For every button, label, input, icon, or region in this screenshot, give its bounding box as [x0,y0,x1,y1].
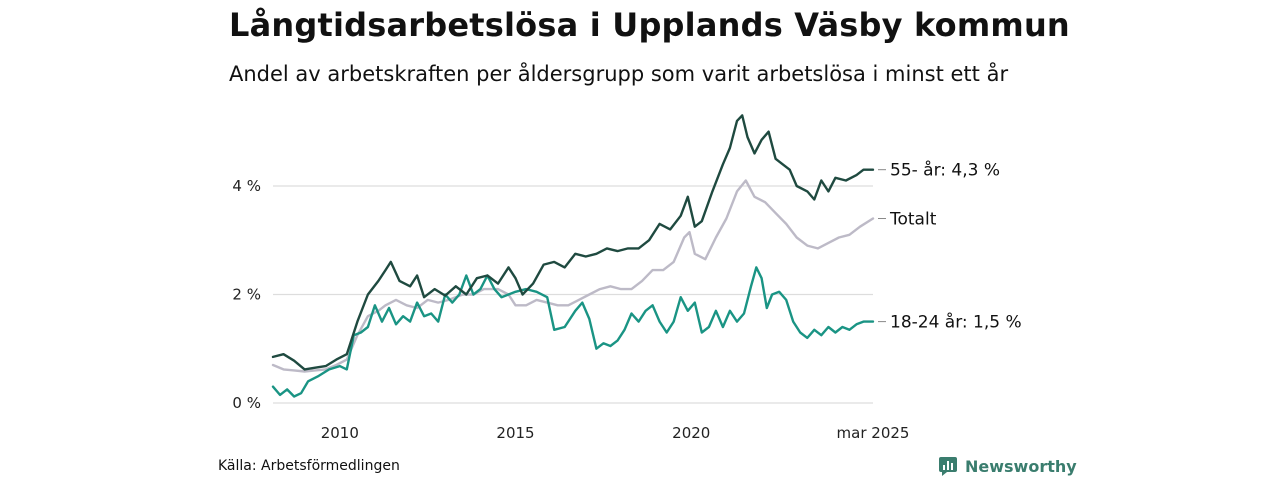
y-tick-label: 4 % [232,177,261,195]
series-end-label: Totalt [889,210,937,230]
x-tick-label: mar 2025 [837,424,910,442]
series-end-label: 18-24 år: 1,5 % [890,312,1022,333]
brand-logo: Newsworthy [938,456,1077,476]
x-tick-label: 2010 [321,424,359,442]
series-lines [271,114,875,398]
x-tick-label: 2015 [496,424,534,442]
series-end-label: 55- år: 4,3 % [890,160,1000,181]
brand-name: Newsworthy [965,456,1077,476]
newsworthy-logo-icon [939,457,957,476]
source-note: Källa: Arbetsförmedlingen [218,458,400,474]
series-line [271,114,875,371]
x-tick-label: 2020 [672,424,710,442]
series-line [271,266,875,398]
y-axis-ticks: 0 % 2 % 4 % [232,177,261,412]
chart-subtitle: Andel av arbetskraften per åldersgrupp s… [229,62,1009,86]
chart-title: Långtidsarbetslösa i Upplands Väsby komm… [229,6,1070,44]
y-tick-label: 2 % [232,285,261,303]
y-tick-label: 0 % [232,394,261,412]
series-line [271,179,875,373]
series-end-labels: 55- år: 4,3 % Totalt 18-24 år: 1,5 % [878,160,1022,333]
x-axis-ticks: 2010 2015 2020 mar 2025 [321,424,910,442]
